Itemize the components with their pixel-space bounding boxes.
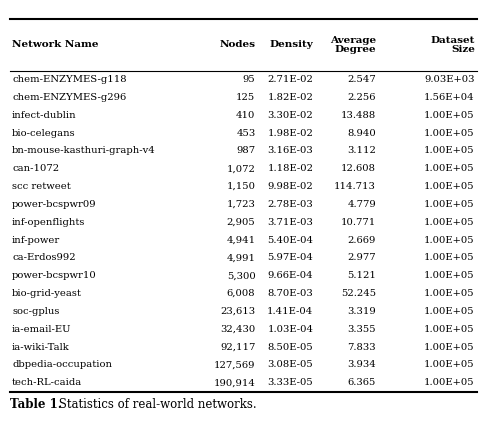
Text: 3.355: 3.355 [348, 325, 376, 334]
Text: 127,569: 127,569 [214, 360, 255, 369]
Text: 1.18E-02: 1.18E-02 [268, 164, 313, 173]
Text: 190,914: 190,914 [214, 378, 255, 387]
Text: 9.66E-04: 9.66E-04 [268, 271, 313, 280]
Text: 2.256: 2.256 [348, 93, 376, 102]
Text: 5.40E-04: 5.40E-04 [268, 235, 313, 244]
Text: 1.03E-04: 1.03E-04 [268, 325, 313, 334]
Text: 1.00E+05: 1.00E+05 [424, 235, 475, 244]
Text: Average
Degree: Average Degree [330, 36, 376, 54]
Text: 2.547: 2.547 [347, 75, 376, 84]
Text: infect-dublin: infect-dublin [12, 111, 77, 120]
Text: inf-power: inf-power [12, 235, 60, 244]
Text: Dataset
Size: Dataset Size [430, 36, 475, 54]
Text: 2,905: 2,905 [227, 218, 255, 227]
Text: tech-RL-caida: tech-RL-caida [12, 378, 82, 387]
Text: Statistics of real-world networks.: Statistics of real-world networks. [55, 398, 257, 411]
Text: 2.977: 2.977 [348, 253, 376, 262]
Text: 8.70E-03: 8.70E-03 [268, 289, 313, 298]
Text: 1.00E+05: 1.00E+05 [424, 342, 475, 351]
Text: 5.97E-04: 5.97E-04 [268, 253, 313, 262]
Text: 3.16E-03: 3.16E-03 [268, 146, 313, 155]
Text: 1,150: 1,150 [227, 182, 255, 191]
Text: 5,300: 5,300 [227, 271, 255, 280]
Text: 1,723: 1,723 [227, 200, 255, 209]
Text: 3.71E-03: 3.71E-03 [268, 218, 313, 227]
Text: 987: 987 [236, 146, 255, 155]
Text: Table 1.: Table 1. [10, 398, 62, 411]
Text: 1.00E+05: 1.00E+05 [424, 200, 475, 209]
Text: 92,117: 92,117 [220, 342, 255, 351]
Text: 3.112: 3.112 [347, 146, 376, 155]
Text: 1.00E+05: 1.00E+05 [424, 271, 475, 280]
Text: 4,941: 4,941 [227, 235, 255, 244]
Text: 95: 95 [243, 75, 255, 84]
Text: 3.319: 3.319 [347, 307, 376, 316]
Text: 1.00E+05: 1.00E+05 [424, 307, 475, 316]
Text: 2.71E-02: 2.71E-02 [268, 75, 313, 84]
Text: 23,613: 23,613 [220, 307, 255, 316]
Text: 10.771: 10.771 [341, 218, 376, 227]
Text: 1.00E+05: 1.00E+05 [424, 182, 475, 191]
Text: soc-gplus: soc-gplus [12, 307, 59, 316]
Text: 1.00E+05: 1.00E+05 [424, 360, 475, 369]
Text: 125: 125 [236, 93, 255, 102]
Text: 3.934: 3.934 [347, 360, 376, 369]
Text: 1.41E-04: 1.41E-04 [267, 307, 313, 316]
Text: 3.30E-02: 3.30E-02 [268, 111, 313, 120]
Text: 1.82E-02: 1.82E-02 [268, 93, 313, 102]
Text: 1.00E+05: 1.00E+05 [424, 111, 475, 120]
Text: 9.03E+03: 9.03E+03 [424, 75, 475, 84]
Text: 8.940: 8.940 [347, 128, 376, 137]
Text: 1,072: 1,072 [227, 164, 255, 173]
Text: dbpedia-occupation: dbpedia-occupation [12, 360, 112, 369]
Text: 1.00E+05: 1.00E+05 [424, 164, 475, 173]
Text: 1.00E+05: 1.00E+05 [424, 128, 475, 137]
Text: 3.33E-05: 3.33E-05 [268, 378, 313, 387]
Text: 1.00E+05: 1.00E+05 [424, 378, 475, 387]
Text: chem-ENZYMES-g296: chem-ENZYMES-g296 [12, 93, 126, 102]
Text: 9.98E-02: 9.98E-02 [268, 182, 313, 191]
Text: bn-mouse-kasthuri-graph-v4: bn-mouse-kasthuri-graph-v4 [12, 146, 156, 155]
Text: 410: 410 [236, 111, 255, 120]
Text: chem-ENZYMES-g118: chem-ENZYMES-g118 [12, 75, 127, 84]
Text: ia-wiki-Talk: ia-wiki-Talk [12, 342, 70, 351]
Text: 1.56E+04: 1.56E+04 [424, 93, 475, 102]
Text: ia-email-EU: ia-email-EU [12, 325, 71, 334]
Text: inf-openflights: inf-openflights [12, 218, 85, 227]
Text: 4.779: 4.779 [347, 200, 376, 209]
Text: 114.713: 114.713 [334, 182, 376, 191]
Text: 8.50E-05: 8.50E-05 [268, 342, 313, 351]
Text: bio-grid-yeast: bio-grid-yeast [12, 289, 82, 298]
Text: 52.245: 52.245 [341, 289, 376, 298]
Text: 1.00E+05: 1.00E+05 [424, 253, 475, 262]
Text: 1.00E+05: 1.00E+05 [424, 218, 475, 227]
Text: 5.121: 5.121 [347, 271, 376, 280]
Text: bio-celegans: bio-celegans [12, 128, 76, 137]
Text: ca-Erdos992: ca-Erdos992 [12, 253, 76, 262]
Text: 1.00E+05: 1.00E+05 [424, 146, 475, 155]
Text: 13.488: 13.488 [341, 111, 376, 120]
Text: 12.608: 12.608 [341, 164, 376, 173]
Text: 2.669: 2.669 [348, 235, 376, 244]
Text: 1.00E+05: 1.00E+05 [424, 325, 475, 334]
Text: scc retweet: scc retweet [12, 182, 71, 191]
Text: power-bcspwr09: power-bcspwr09 [12, 200, 97, 209]
Text: Network Name: Network Name [12, 40, 98, 50]
Text: 1.98E-02: 1.98E-02 [268, 128, 313, 137]
Text: 3.08E-05: 3.08E-05 [268, 360, 313, 369]
Text: can-1072: can-1072 [12, 164, 59, 173]
Text: power-bcspwr10: power-bcspwr10 [12, 271, 97, 280]
Text: 6,008: 6,008 [227, 289, 255, 298]
Text: Nodes: Nodes [219, 40, 255, 50]
Text: 4,991: 4,991 [227, 253, 255, 262]
Text: 32,430: 32,430 [220, 325, 255, 334]
Text: 6.365: 6.365 [348, 378, 376, 387]
Text: 2.78E-03: 2.78E-03 [268, 200, 313, 209]
Text: Density: Density [269, 40, 313, 50]
Text: 7.833: 7.833 [348, 342, 376, 351]
Text: 1.00E+05: 1.00E+05 [424, 289, 475, 298]
Text: 453: 453 [236, 128, 255, 137]
